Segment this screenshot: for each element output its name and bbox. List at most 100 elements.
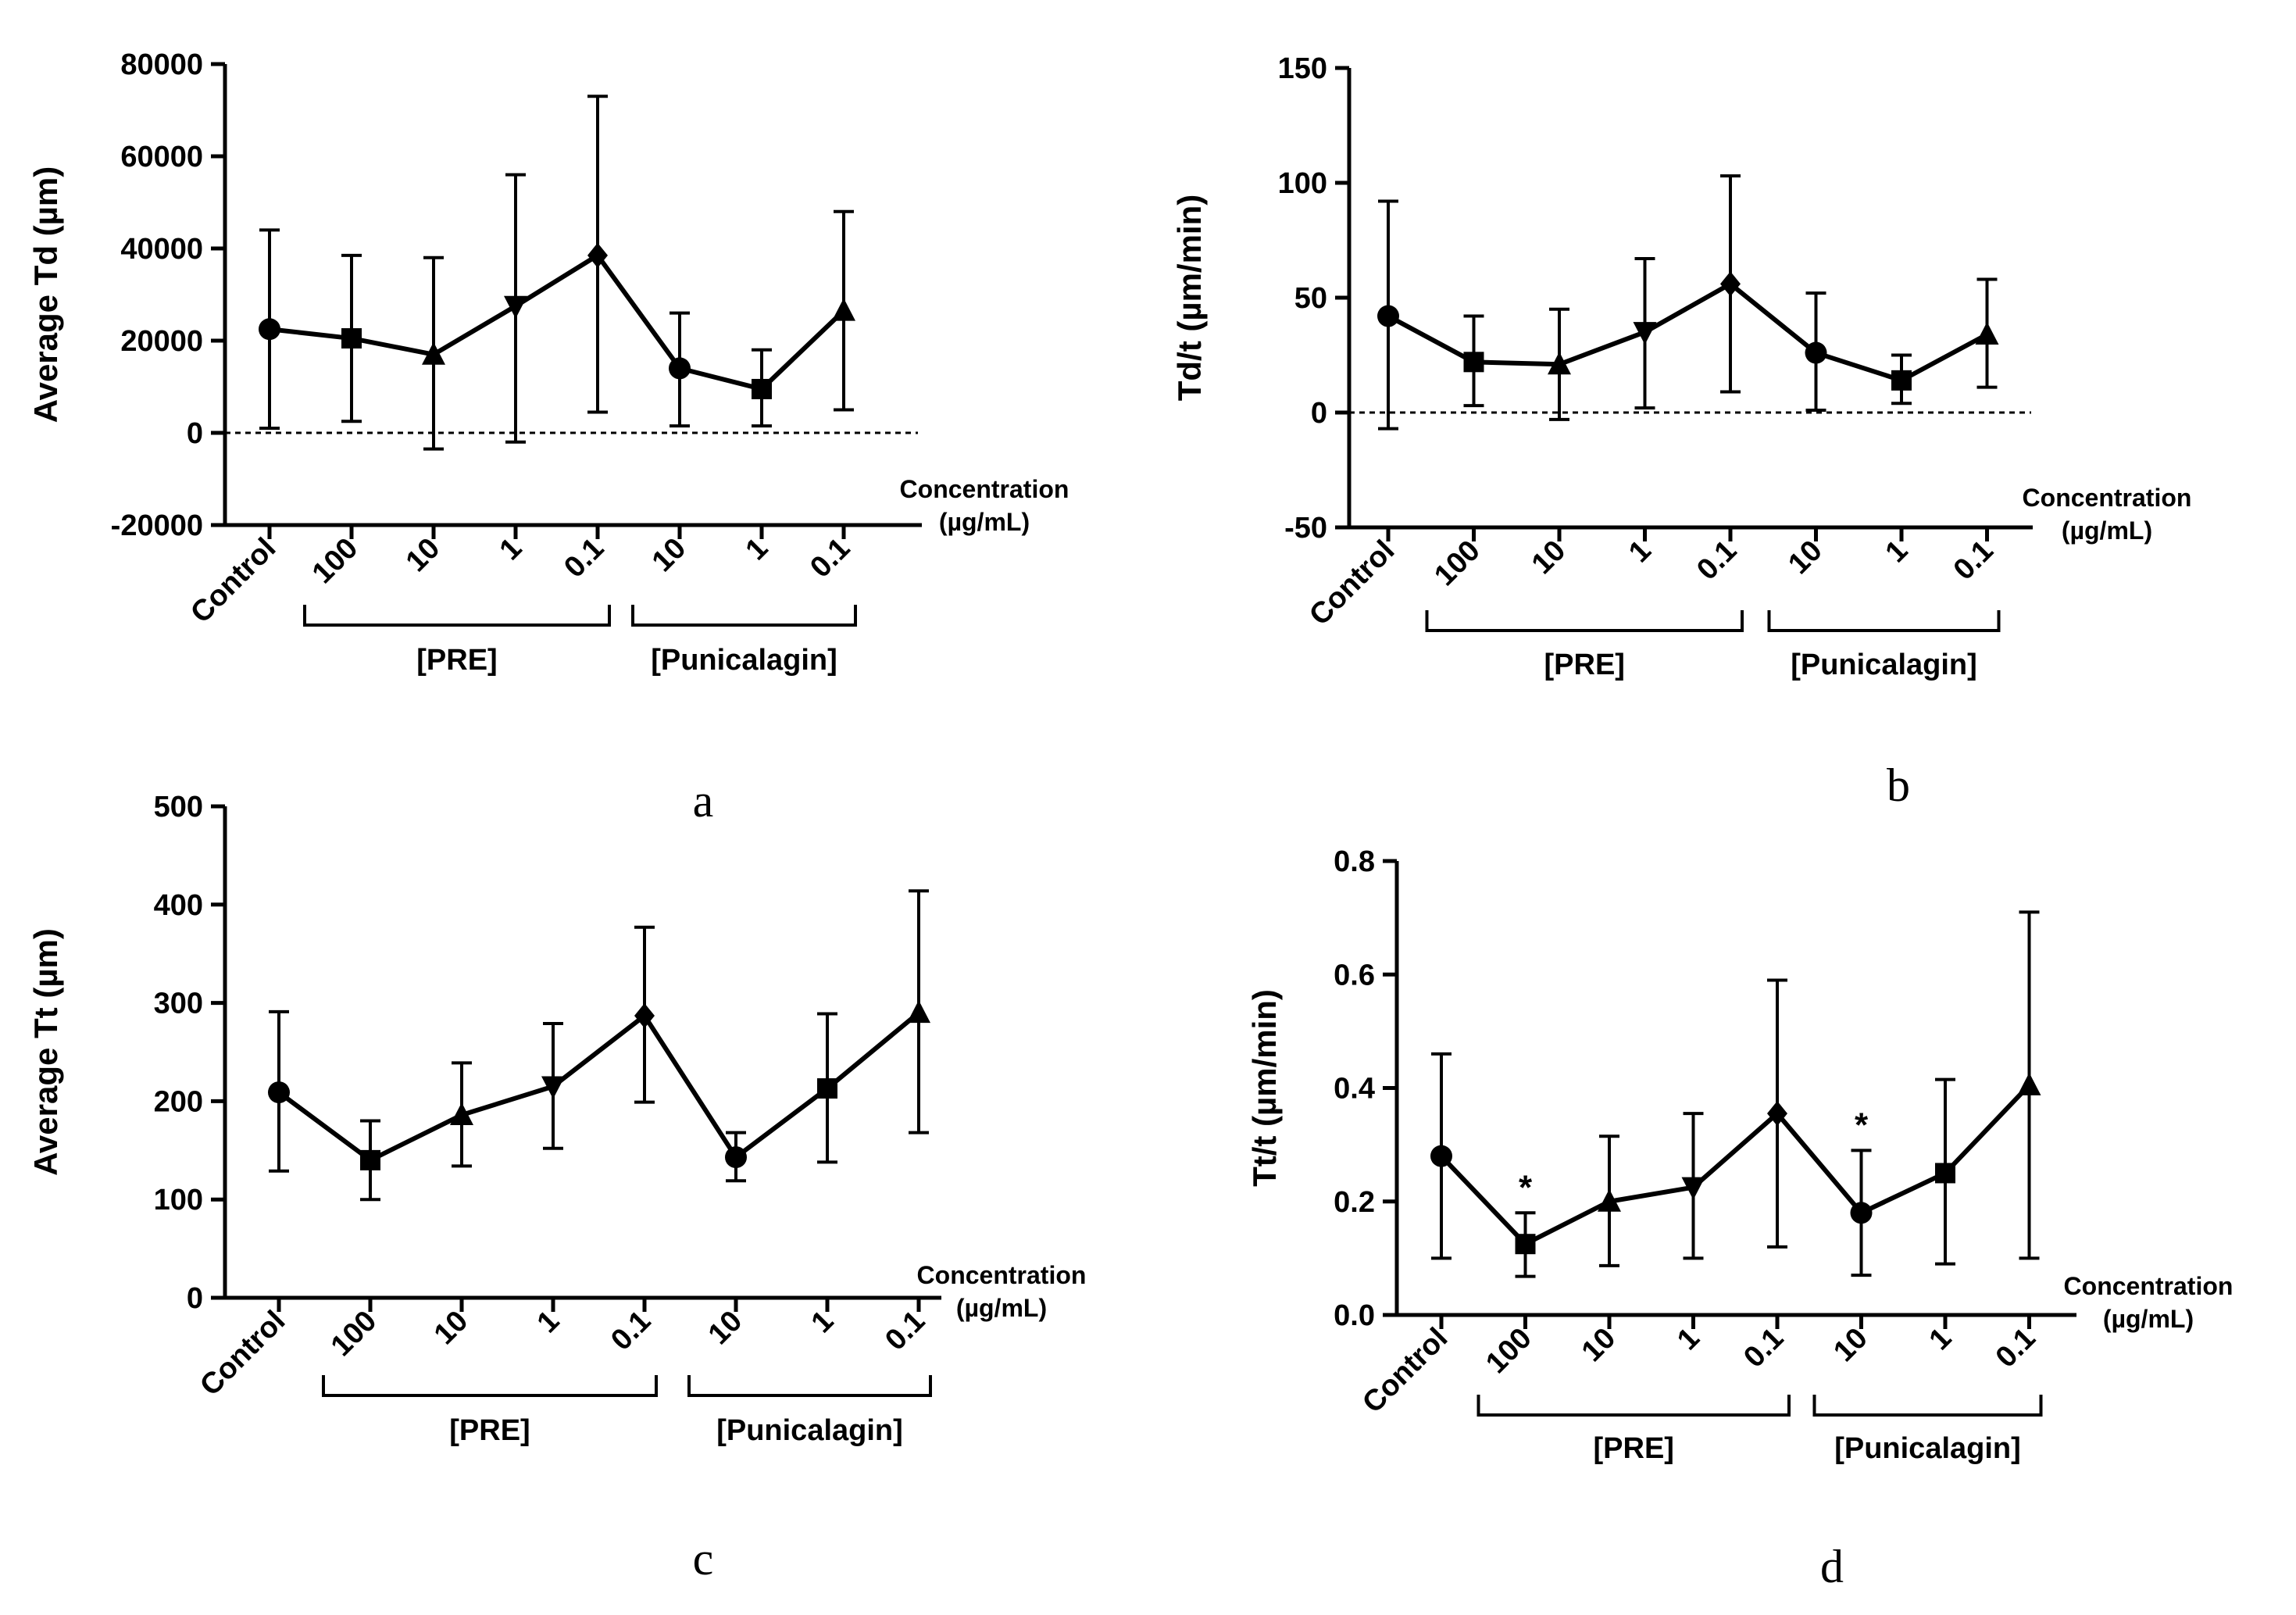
data-point bbox=[634, 1002, 655, 1028]
y-axis-title: Td/t (µm/min) bbox=[1171, 195, 1208, 402]
x-tick-label: 0.1 bbox=[558, 532, 610, 584]
panel-letter: a bbox=[693, 775, 714, 827]
group-bracket: [PRE] bbox=[1477, 1395, 1791, 1465]
significance-marker: * bbox=[1855, 1106, 1869, 1144]
data-point bbox=[1430, 1145, 1452, 1167]
group-bracket: [Punicalagin] bbox=[1767, 610, 2001, 681]
y-tick-label: 50 bbox=[1294, 282, 1327, 315]
group-bracket: [Punicalagin] bbox=[1812, 1395, 2043, 1465]
y-axis-title: Average Tt (µm) bbox=[27, 928, 64, 1176]
group-label: [PRE] bbox=[1544, 649, 1625, 681]
x-tick-label: 10 bbox=[1576, 1322, 1623, 1369]
y-tick-label: 20000 bbox=[120, 325, 203, 358]
y-tick-label: 0 bbox=[187, 1282, 203, 1315]
x-tick-label: 1 bbox=[1623, 534, 1658, 570]
data-point bbox=[907, 1000, 930, 1024]
chart-panel-b: -50 0 50 100 150 Control 100 10 1 0.1 10 1 0.1 Td/t (… bbox=[1171, 52, 2191, 811]
y-tick-label: -50 bbox=[1284, 512, 1327, 545]
series-line bbox=[1387, 281, 1988, 383]
x-tick-label: 0.1 bbox=[879, 1305, 931, 1357]
panel-letter: c bbox=[693, 1533, 714, 1585]
group-bracket: [PRE] bbox=[1425, 610, 1744, 681]
x-tick-label: 0.1 bbox=[1737, 1322, 1790, 1374]
y-tick-label: 200 bbox=[154, 1085, 203, 1118]
data-point bbox=[1463, 352, 1484, 373]
data-point bbox=[1548, 352, 1571, 375]
data-point bbox=[341, 328, 362, 349]
y-tick-label: 500 bbox=[154, 791, 203, 824]
data-point bbox=[1515, 1234, 1536, 1255]
group-label: [PRE] bbox=[416, 644, 497, 677]
y-tick-label: 0 bbox=[187, 417, 203, 450]
group-label: [PRE] bbox=[449, 1414, 530, 1447]
x-tick-label: 1 bbox=[1671, 1322, 1706, 1357]
data-point bbox=[1975, 322, 1999, 345]
x-axis-title: Concentration bbox=[900, 475, 1069, 503]
data-point bbox=[422, 341, 445, 365]
y-tick-label: 150 bbox=[1278, 52, 1327, 85]
x-tick-label: 1 bbox=[740, 532, 775, 567]
data-point bbox=[832, 298, 855, 321]
group-bracket: [Punicalagin] bbox=[687, 1375, 932, 1447]
y-tick-label: 0.6 bbox=[1334, 959, 1375, 992]
x-tick-label: 0.1 bbox=[804, 532, 856, 584]
x-tick-label: 10 bbox=[646, 532, 693, 579]
data-point bbox=[725, 1146, 747, 1169]
group-bracket-line bbox=[631, 605, 857, 627]
y-axis-title: Tt/t (µm/min) bbox=[1246, 989, 1283, 1187]
data-point bbox=[259, 318, 280, 341]
x-tick-label: Control bbox=[1303, 534, 1401, 632]
y-tick-label: 0.0 bbox=[1334, 1299, 1375, 1332]
data-point bbox=[752, 378, 772, 399]
chart-panel-a: -20000 0 20000 40000 60000 80000 Control 100 10 1… bbox=[27, 48, 1069, 827]
x-axis-title-unit: (µg/mL) bbox=[2103, 1305, 2194, 1333]
x-tick-label: Control bbox=[184, 532, 282, 630]
y-tick-label: 400 bbox=[154, 889, 203, 922]
y-tick-label: 40000 bbox=[120, 233, 203, 266]
data-point bbox=[2017, 1072, 2041, 1095]
data-point bbox=[1598, 1188, 1621, 1212]
x-tick-label: 100 bbox=[306, 532, 365, 591]
group-bracket-line bbox=[1767, 610, 2001, 632]
group-bracket-line bbox=[303, 605, 611, 627]
x-tick-label: 10 bbox=[1827, 1322, 1874, 1369]
x-tick-label: 10 bbox=[1782, 534, 1829, 581]
x-tick-label: Control bbox=[194, 1305, 291, 1402]
data-point bbox=[587, 242, 608, 268]
x-tick-label: 10 bbox=[428, 1305, 475, 1352]
y-tick-label: 300 bbox=[154, 988, 203, 1020]
x-axis-title: Concentration bbox=[2064, 1272, 2234, 1300]
y-axis-title: Average Td (µm) bbox=[27, 166, 64, 423]
group-bracket-line bbox=[1477, 1395, 1791, 1417]
x-axis-title: Concentration bbox=[2023, 484, 2192, 512]
y-tick-label: 80000 bbox=[120, 48, 203, 81]
x-tick-label: 0.1 bbox=[1948, 534, 2000, 587]
y-tick-label: 0.4 bbox=[1334, 1073, 1375, 1106]
x-tick-label: 0.1 bbox=[1990, 1322, 2042, 1374]
y-tick-label: -20000 bbox=[111, 509, 203, 542]
data-point bbox=[268, 1081, 290, 1104]
x-tick-label: 100 bbox=[1480, 1322, 1538, 1381]
x-axis-title-unit: (µg/mL) bbox=[2062, 516, 2152, 545]
x-tick-label: 100 bbox=[325, 1305, 384, 1363]
y-tick-label: 100 bbox=[154, 1184, 203, 1217]
panel-letter: b bbox=[1887, 759, 1910, 811]
data-point bbox=[1720, 271, 1741, 297]
panel-letter: d bbox=[1820, 1541, 1844, 1592]
group-bracket-line bbox=[687, 1375, 932, 1397]
data-point bbox=[541, 1076, 565, 1099]
x-tick-label: 10 bbox=[1526, 534, 1573, 581]
group-bracket: [PRE] bbox=[303, 605, 611, 677]
data-point bbox=[1805, 341, 1827, 364]
significance-marker: * bbox=[1519, 1168, 1533, 1206]
data-point bbox=[360, 1149, 380, 1170]
data-point bbox=[1767, 1101, 1787, 1127]
x-tick-label: 1 bbox=[1923, 1322, 1959, 1357]
group-bracket: [PRE] bbox=[322, 1375, 658, 1447]
series-line bbox=[269, 252, 846, 391]
x-tick-label: 1 bbox=[531, 1305, 566, 1340]
data-point bbox=[1891, 370, 1912, 391]
group-label: [Punicalagin] bbox=[1834, 1432, 2021, 1465]
x-tick-label: 1 bbox=[1880, 534, 1915, 570]
